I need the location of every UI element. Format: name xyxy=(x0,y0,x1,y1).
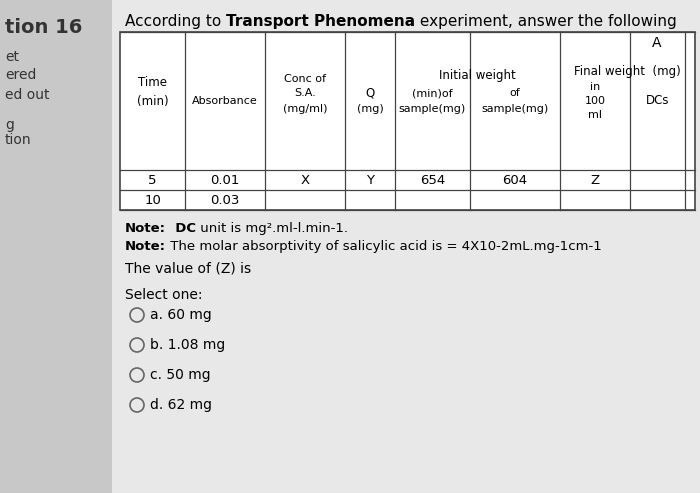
Bar xyxy=(120,32,695,210)
Text: According to: According to xyxy=(125,14,226,29)
Text: in: in xyxy=(590,82,600,92)
Text: d. 62 mg: d. 62 mg xyxy=(150,398,212,412)
Text: Conc of: Conc of xyxy=(284,74,326,84)
Text: g: g xyxy=(5,118,14,132)
Text: of: of xyxy=(510,88,520,98)
Text: 654: 654 xyxy=(420,174,445,186)
Text: et: et xyxy=(5,50,19,64)
Text: Transport Phenomena: Transport Phenomena xyxy=(226,14,415,29)
Text: a. 60 mg: a. 60 mg xyxy=(150,308,211,322)
Text: sample(mg): sample(mg) xyxy=(482,104,549,114)
Text: Note:: Note: xyxy=(125,222,166,235)
Text: 10: 10 xyxy=(144,193,161,207)
Text: The molar absorptivity of salicylic acid is = 4X10-2mL.mg-1cm-1: The molar absorptivity of salicylic acid… xyxy=(166,240,602,253)
Text: ed out: ed out xyxy=(5,88,50,102)
Text: tion 16: tion 16 xyxy=(5,18,83,37)
Text: experiment, answer the following: experiment, answer the following xyxy=(415,14,677,29)
Text: (mg): (mg) xyxy=(356,104,384,114)
Text: 5: 5 xyxy=(148,174,157,186)
Text: c. 50 mg: c. 50 mg xyxy=(150,368,211,382)
Text: Note:: Note: xyxy=(125,240,166,253)
Text: Y: Y xyxy=(366,174,374,186)
Text: The value of (Z) is: The value of (Z) is xyxy=(125,262,251,276)
Text: ered: ered xyxy=(5,68,36,82)
Text: S.A.: S.A. xyxy=(294,88,316,98)
Text: A: A xyxy=(652,36,662,50)
Text: Select one:: Select one: xyxy=(125,288,202,302)
Text: 0.01: 0.01 xyxy=(210,174,239,186)
Text: tion: tion xyxy=(5,133,32,147)
Text: DC: DC xyxy=(166,222,196,235)
Text: (min): (min) xyxy=(136,95,168,107)
Text: 0.03: 0.03 xyxy=(210,193,239,207)
Text: (mg/ml): (mg/ml) xyxy=(283,104,328,114)
Text: 604: 604 xyxy=(503,174,528,186)
Text: X: X xyxy=(300,174,309,186)
Text: b. 1.08 mg: b. 1.08 mg xyxy=(150,338,225,352)
Text: DCs: DCs xyxy=(645,95,669,107)
Text: Absorbance: Absorbance xyxy=(192,96,258,106)
Text: Final weight  (mg): Final weight (mg) xyxy=(574,65,681,77)
Text: Q: Q xyxy=(365,86,375,100)
Bar xyxy=(0,0,112,493)
Text: ml: ml xyxy=(588,110,602,120)
Text: Time: Time xyxy=(138,76,167,90)
Text: unit is mg².ml-l.min-1.: unit is mg².ml-l.min-1. xyxy=(196,222,348,235)
Text: sample(mg): sample(mg) xyxy=(399,104,466,114)
Text: (min)of: (min)of xyxy=(412,88,453,98)
Text: 100: 100 xyxy=(584,96,606,106)
Text: Z: Z xyxy=(590,174,600,186)
Text: Initial weight: Initial weight xyxy=(439,69,516,81)
